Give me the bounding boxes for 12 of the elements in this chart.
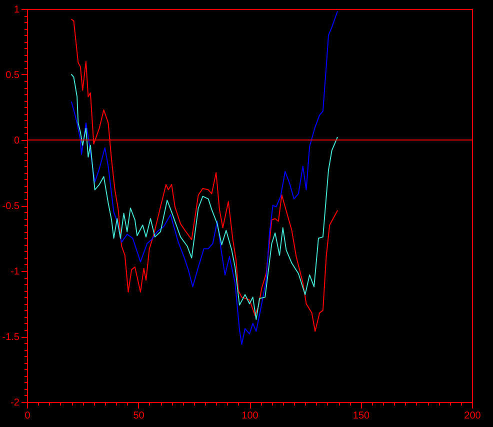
y-tick-label: 1 (14, 4, 20, 16)
y-tick-label: 0.5 (6, 70, 20, 81)
x-tick-label: 150 (352, 410, 370, 422)
x-tick-label: 50 (133, 410, 145, 422)
x-tick-label: 0 (24, 410, 31, 422)
x-tick-label: 200 (464, 410, 482, 422)
y-tick-label: -2 (10, 398, 20, 408)
y-tick-label: -1 (10, 266, 20, 278)
y-tick-label: -0.5 (2, 201, 20, 212)
y-tick-label: 0 (14, 136, 20, 146)
y-tick-label: -1.5 (2, 332, 20, 343)
x-tick-label: 100 (242, 410, 259, 422)
